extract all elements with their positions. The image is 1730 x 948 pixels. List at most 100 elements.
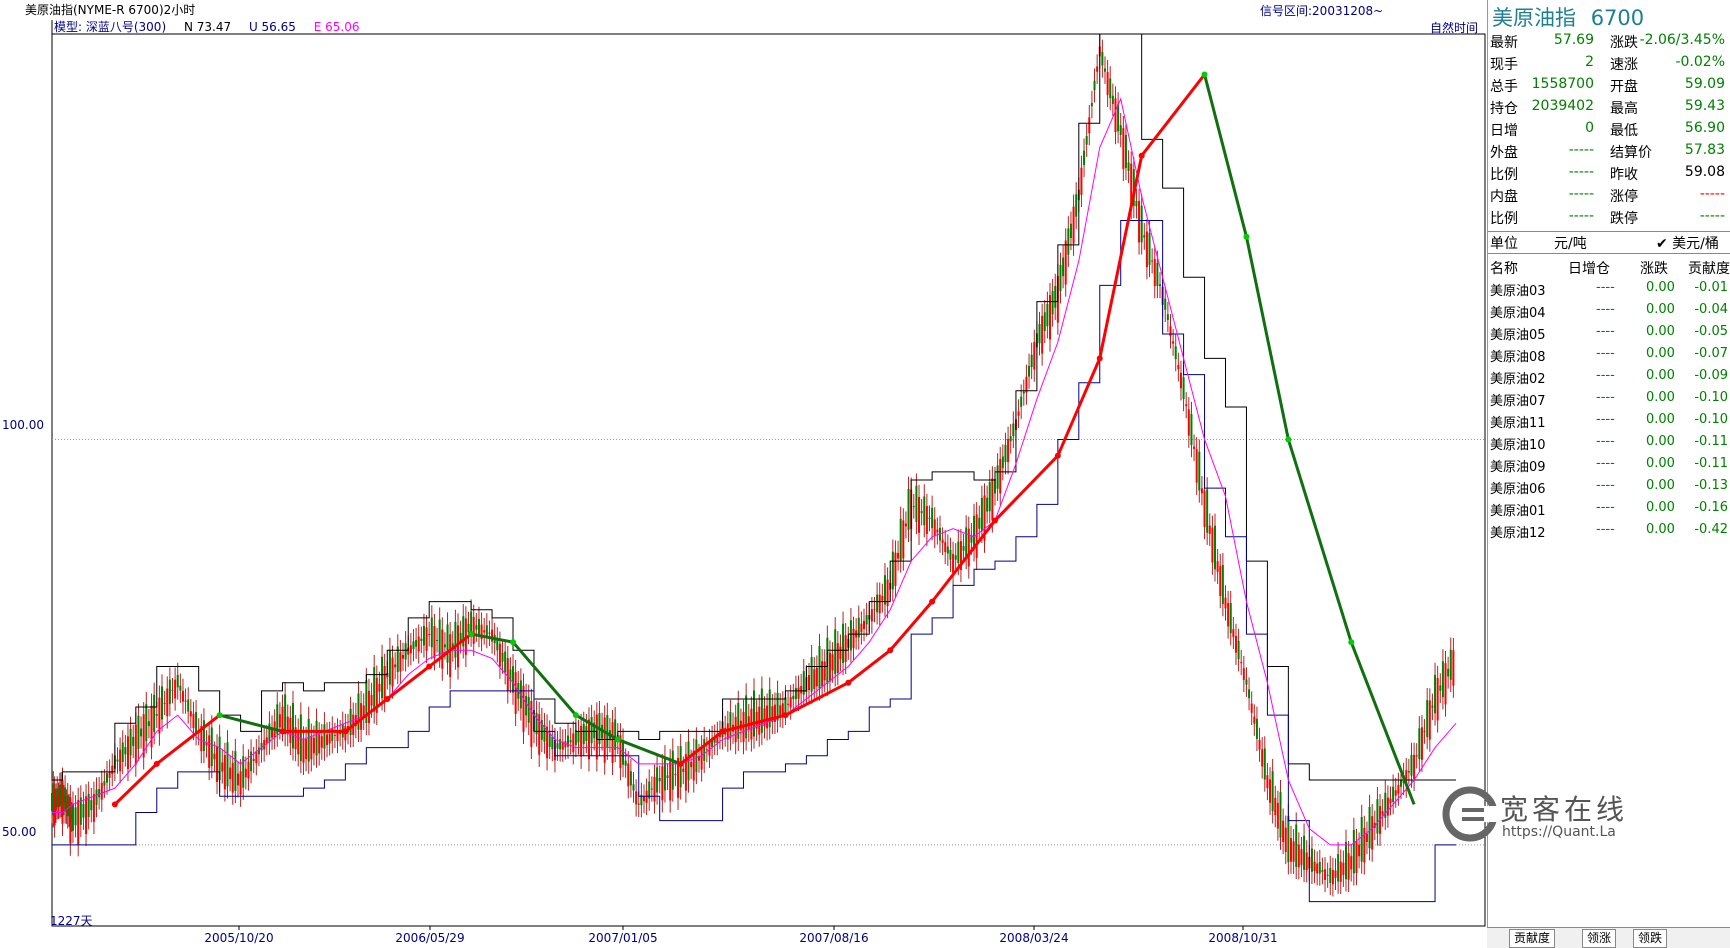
table-row[interactable]: 美原油05 ---- 0.00 -0.05	[1488, 324, 1730, 346]
price-change: 0.00	[1646, 390, 1675, 405]
price-candle-body	[386, 672, 389, 678]
price-candle-body	[1324, 869, 1327, 880]
price-candle-body	[569, 739, 572, 743]
col-header-contrib[interactable]: 贡献度	[1688, 261, 1730, 277]
price-candle-body	[354, 715, 357, 727]
price-candle-body	[1381, 811, 1384, 815]
col-header-chg[interactable]: 涨跌	[1640, 261, 1668, 277]
chart-area[interactable]: 美原油指(NYME-R 6700)2小时 模型: 深蓝八号(300) N 73.…	[0, 0, 1486, 947]
table-row[interactable]: 美原油06 ---- 0.00 -0.13	[1488, 478, 1730, 500]
tab-leading-down[interactable]: 领跌	[1633, 929, 1668, 948]
price-candle-body	[648, 781, 651, 799]
price-candle-body	[1392, 786, 1395, 803]
signal-point	[510, 639, 517, 646]
daily-oi-change: ----	[1596, 434, 1615, 449]
price-candle-body	[265, 737, 268, 744]
price-candle-body	[1195, 449, 1198, 483]
tab-leading-up[interactable]: 领涨	[1582, 929, 1617, 948]
price-candle-body	[92, 793, 95, 822]
price-candle-body	[1410, 754, 1413, 776]
price-candle-body	[462, 616, 465, 647]
price-candle-body	[472, 616, 475, 644]
price-candle-body	[1033, 341, 1036, 370]
price-candle-body	[417, 636, 420, 652]
price-candle-body	[1224, 597, 1227, 609]
price-candle-body	[378, 683, 381, 692]
price-candle-body	[103, 781, 106, 786]
price-candle-body	[627, 763, 630, 787]
price-candle-body	[1114, 98, 1117, 133]
table-row[interactable]: 美原油02 ---- 0.00 -0.09	[1488, 368, 1730, 390]
x-tick-label: 2006/05/29	[395, 931, 465, 945]
price-candle-body	[708, 741, 711, 756]
price-candle-body	[1368, 806, 1371, 849]
quote-key: 比例	[1490, 211, 1518, 227]
price-candle-body	[226, 742, 229, 787]
price-candle-body	[907, 488, 910, 530]
price-candle-body	[574, 730, 577, 746]
daily-oi-change: ----	[1596, 478, 1615, 493]
price-candle-body	[789, 697, 792, 708]
price-candle-body	[504, 651, 507, 673]
price-candle-body	[1124, 135, 1127, 169]
price-candle-body	[68, 805, 71, 815]
table-row[interactable]: 美原油11 ---- 0.00 -0.10	[1488, 412, 1730, 434]
table-row[interactable]: 美原油08 ---- 0.00 -0.07	[1488, 346, 1730, 368]
table-row[interactable]: 美原油09 ---- 0.00 -0.11	[1488, 456, 1730, 478]
tab-contribution[interactable]: 贡献度	[1509, 929, 1556, 948]
signal-segment	[889, 600, 934, 652]
signal-segment	[470, 632, 514, 644]
signal-point	[279, 728, 286, 735]
signal-point	[1243, 233, 1250, 240]
quote-value: 59.43	[1684, 98, 1725, 114]
price-candle-body	[1334, 870, 1337, 878]
quote-key: 开盘	[1610, 79, 1638, 95]
price-candle-body	[1193, 446, 1196, 450]
signal-segment	[722, 713, 786, 733]
price-candle-body	[957, 541, 960, 564]
price-candle-body	[1269, 779, 1272, 803]
quote-value: -----	[1699, 186, 1725, 202]
price-candle-body	[559, 739, 562, 750]
quote-value: -----	[1568, 164, 1594, 180]
price-candle-body	[137, 715, 140, 749]
unit-option-usd[interactable]: ✔ 美元/桶	[1656, 236, 1719, 252]
table-row[interactable]: 美原油01 ---- 0.00 -0.16	[1488, 500, 1730, 522]
price-candle-body	[145, 704, 148, 742]
y-tick-label: 50.00	[2, 825, 37, 839]
price-candle-body	[1038, 324, 1041, 344]
price-candle-body	[85, 796, 88, 834]
table-row[interactable]: 美原油04 ---- 0.00 -0.04	[1488, 302, 1730, 324]
quote-value: -----	[1699, 208, 1725, 224]
col-header-inc[interactable]: 日增仓	[1568, 261, 1610, 277]
price-candle-body	[1426, 700, 1429, 738]
daily-oi-change: ----	[1596, 280, 1615, 295]
natural-time-label[interactable]: 自然时间	[1430, 21, 1479, 35]
signal-segment	[113, 762, 158, 806]
price-candle-body	[1274, 797, 1277, 816]
signal-point	[782, 712, 789, 719]
price-candle-body	[1449, 649, 1452, 680]
table-row[interactable]: 美原油12 ---- 0.00 -0.42	[1488, 522, 1730, 544]
unit-option-yuan[interactable]: 元/吨	[1554, 236, 1587, 252]
price-candle-body	[189, 711, 192, 717]
col-header-name[interactable]: 名称	[1490, 261, 1518, 277]
price-candle-body	[1051, 291, 1054, 315]
price-candle-body	[349, 708, 352, 736]
price-candle-body	[66, 795, 69, 817]
price-candle-body	[920, 511, 923, 514]
price-candle-body	[1169, 326, 1172, 337]
quote-value: -2.06/3.45%	[1639, 32, 1725, 48]
price-candle-body	[527, 696, 530, 723]
price-candle-body	[1072, 206, 1075, 244]
table-row[interactable]: 美原油03 ---- 0.00 -0.01	[1488, 280, 1730, 302]
price-candle-body	[1138, 200, 1141, 243]
table-row[interactable]: 美原油10 ---- 0.00 -0.11	[1488, 434, 1730, 456]
indicator-u: U 56.65	[248, 20, 296, 34]
price-candle-body	[863, 620, 866, 630]
price-candle-body	[483, 630, 486, 633]
price-candle-body	[944, 542, 947, 552]
price-candle-body	[1337, 854, 1340, 882]
table-row[interactable]: 美原油07 ---- 0.00 -0.10	[1488, 390, 1730, 412]
price-candle-body	[69, 797, 72, 844]
